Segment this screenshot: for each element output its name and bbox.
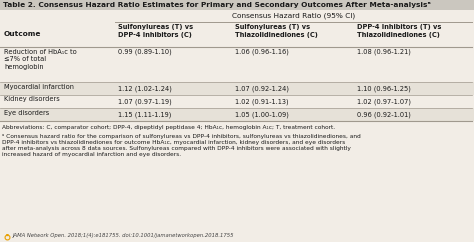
Bar	[0, 95, 474, 108]
Text: ■: ■	[6, 233, 9, 237]
Bar	[0, 108, 474, 121]
Bar	[0, 82, 474, 95]
Text: Abbreviations: C, comparator cohort; DPP-4, dipeptidyl peptidase 4; HbA₁c, hemog: Abbreviations: C, comparator cohort; DPP…	[2, 125, 335, 130]
Text: 0.96 (0.92-1.01): 0.96 (0.92-1.01)	[357, 111, 411, 118]
Bar	[0, 47, 474, 82]
Text: Reduction of HbA₁c to
≤7% of total
hemoglobin: Reduction of HbA₁c to ≤7% of total hemog…	[4, 48, 77, 69]
Text: 1.07 (0.92-1.24): 1.07 (0.92-1.24)	[235, 85, 289, 92]
Text: 1.08 (0.96-1.21): 1.08 (0.96-1.21)	[357, 48, 411, 55]
Text: Kidney disorders: Kidney disorders	[4, 97, 60, 103]
Text: 1.02 (0.97-1.07): 1.02 (0.97-1.07)	[357, 98, 411, 105]
Text: ᵃ Consensus hazard ratio for the comparison of sulfonylureas vs DPP-4 inhibitors: ᵃ Consensus hazard ratio for the compari…	[2, 134, 361, 157]
Text: Consensus Hazard Ratio (95% CI): Consensus Hazard Ratio (95% CI)	[232, 13, 355, 19]
Bar	[0, 10, 474, 121]
Text: 0.99 (0.89-1.10): 0.99 (0.89-1.10)	[118, 48, 172, 55]
Text: 1.02 (0.91-1.13): 1.02 (0.91-1.13)	[235, 98, 289, 105]
Text: 1.10 (0.96-1.25): 1.10 (0.96-1.25)	[357, 85, 411, 92]
Text: Sulfonylureas (T) vs
Thiazolidinediones (C): Sulfonylureas (T) vs Thiazolidinediones …	[235, 24, 318, 38]
Text: 1.07 (0.97-1.19): 1.07 (0.97-1.19)	[118, 98, 172, 105]
Text: Table 2. Consensus Hazard Ratio Estimates for Primary and Secondary Outcomes Aft: Table 2. Consensus Hazard Ratio Estimate…	[3, 2, 431, 8]
Text: JAMA Network Open. 2018;1(4):e181755. doi:10.1001/jamanetworkopen.2018.1755: JAMA Network Open. 2018;1(4):e181755. do…	[13, 233, 235, 238]
Text: 1.12 (1.02-1.24): 1.12 (1.02-1.24)	[118, 85, 172, 92]
Bar	[0, 0, 474, 10]
Text: 1.05 (1.00-1.09): 1.05 (1.00-1.09)	[235, 111, 289, 118]
Text: Eye disorders: Eye disorders	[4, 109, 49, 115]
Text: 1.06 (0.96-1.16): 1.06 (0.96-1.16)	[235, 48, 289, 55]
Text: Outcome: Outcome	[4, 31, 41, 38]
Text: 1.15 (1.11-1.19): 1.15 (1.11-1.19)	[118, 111, 172, 118]
Text: Myocardial infarction: Myocardial infarction	[4, 83, 74, 90]
Text: DPP-4 Inhibitors (T) vs
Thiazolidinediones (C): DPP-4 Inhibitors (T) vs Thiazolidinedion…	[357, 24, 441, 38]
Text: Sulfonylureas (T) vs
DPP-4 Inhibitors (C): Sulfonylureas (T) vs DPP-4 Inhibitors (C…	[118, 24, 193, 38]
